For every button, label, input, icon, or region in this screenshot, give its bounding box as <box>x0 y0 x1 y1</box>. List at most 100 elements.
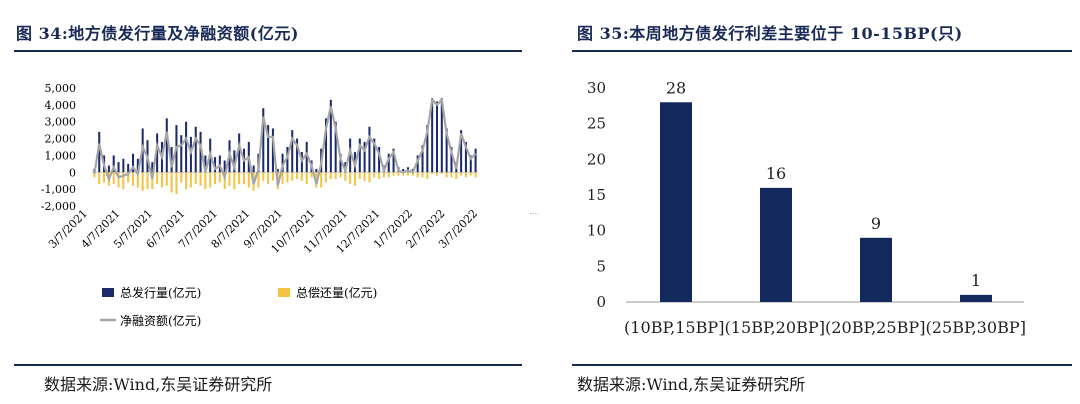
y-tick-label: -2,000 <box>41 200 76 213</box>
repayment-bar <box>435 172 439 176</box>
repayment-bar <box>373 172 376 178</box>
repayment-bar <box>267 172 270 185</box>
repayment-bar <box>392 172 395 176</box>
repayment-bar <box>93 172 96 178</box>
repayment-bar <box>445 172 448 178</box>
figure-34-title: 图 34:地方债发行量及净融资额(亿元) <box>16 24 299 43</box>
category-axis-labels: (10BP,15BP](15BP,20BP](20BP,25BP](25BP,3… <box>624 318 1026 337</box>
repayment-bar <box>349 172 352 185</box>
issuance-bar <box>450 147 453 173</box>
issuance-bar <box>291 130 294 173</box>
repayment-bar <box>339 172 342 178</box>
repayment-bar <box>151 172 154 190</box>
repayment-bar <box>382 172 385 178</box>
issuance-bar <box>315 168 318 173</box>
repayment-bar <box>189 172 192 188</box>
repayment-bar <box>378 172 381 180</box>
repayment-bar <box>131 172 135 186</box>
issuance-bar <box>180 135 183 173</box>
repayment-bar <box>296 172 299 180</box>
repayment-bar <box>291 172 294 181</box>
repayment-bar <box>407 172 410 176</box>
issuance-bar <box>223 160 226 173</box>
issuance-bar <box>281 153 284 173</box>
y-tick-label: 3,000 <box>45 116 77 129</box>
y-tick-label: 5,000 <box>45 82 77 95</box>
issuance-bar <box>373 138 376 173</box>
issuance-bar <box>271 128 274 173</box>
repayment-bar <box>426 172 429 180</box>
issuance-bar <box>204 155 207 173</box>
repayment-bar <box>358 172 361 180</box>
repayment-bar <box>122 172 125 190</box>
repayment-bar <box>464 172 467 178</box>
repayment-bar <box>469 172 472 176</box>
repayment-bar <box>460 172 463 176</box>
issuance-bar <box>435 101 439 173</box>
y-tick-label: 0 <box>69 166 76 179</box>
repayment-bar <box>204 172 207 190</box>
issuance-bar <box>98 131 101 173</box>
repayment-bar <box>344 172 347 181</box>
repayment-bar <box>136 172 139 188</box>
repayment-bar <box>194 172 197 185</box>
issuance-bar <box>324 118 328 173</box>
repayment-bar <box>223 172 226 190</box>
issuance-bar <box>440 98 443 173</box>
repayment-bar <box>218 172 221 183</box>
repayment-bar <box>421 172 424 178</box>
y-tick-label: 15 <box>587 186 606 204</box>
repayment-bar <box>141 172 144 191</box>
right-figure-panel: 图 35:本周地方债发行利差主要位于 10-15BP(只) 30 25 20 15 10… <box>556 0 1080 404</box>
legend-swatch <box>102 288 114 297</box>
repayment-bar <box>117 172 120 188</box>
bar-value-label: 16 <box>766 164 786 183</box>
repayment-bar <box>368 172 371 183</box>
source-note: 数据来源:Wind,东吴证券研究所 <box>44 375 273 394</box>
repayment-bar <box>209 172 212 188</box>
source-rule <box>14 364 522 366</box>
repayment-bar <box>156 172 159 185</box>
repayment-bar <box>199 172 202 186</box>
issuance-bar <box>416 155 419 173</box>
issuance-bar <box>286 147 289 173</box>
issuance-bar <box>469 155 472 173</box>
repayment-bar <box>334 172 337 180</box>
y-tick-label: 2,000 <box>45 133 77 146</box>
repayment-bar <box>320 172 323 188</box>
bar-value-label: 1 <box>971 271 981 290</box>
repayment-bar <box>247 172 250 188</box>
issuance-bar <box>305 141 308 173</box>
issuance-bar <box>233 150 236 173</box>
repayment-bar <box>257 172 260 188</box>
issuance-bar <box>363 141 366 173</box>
repayment-bar <box>175 172 178 195</box>
issuance-bar <box>122 158 125 173</box>
issuance-bar <box>117 162 120 173</box>
spread-distribution-chart: 30 25 20 15 10 5 0 28 16 9 1 (10BP,15BP](15BP,20BP… <box>587 78 1026 337</box>
repayment-bar <box>185 172 188 190</box>
issuance-bar <box>127 163 130 173</box>
repayment-bar <box>127 172 130 183</box>
spread-bar <box>860 237 892 302</box>
figure-35-title: 图 35:本周地方债发行利差主要位于 10-15BP(只) <box>577 24 963 43</box>
title-underline <box>572 50 1072 52</box>
issuance-bar <box>460 130 463 173</box>
repayment-bar <box>103 172 106 183</box>
repayment-bar <box>112 172 115 185</box>
y-tick-label: 5 <box>596 257 606 275</box>
title-underline <box>14 50 522 52</box>
issuance-bar <box>387 153 390 173</box>
issuance-bar <box>474 148 477 173</box>
y-tick-label: 20 <box>587 150 606 168</box>
issuance-bar <box>151 162 154 173</box>
issuance-bar <box>156 133 159 173</box>
repayment-bar <box>329 172 332 180</box>
repayment-bar <box>353 172 356 186</box>
bar-value-label: 28 <box>666 78 686 97</box>
y-tick-label: 4,000 <box>45 99 77 112</box>
y-tick-label: 1,000 <box>45 149 77 162</box>
bar-value-label: 9 <box>871 214 881 233</box>
y-tick-label: 25 <box>587 115 606 133</box>
panel-divider <box>530 213 538 217</box>
